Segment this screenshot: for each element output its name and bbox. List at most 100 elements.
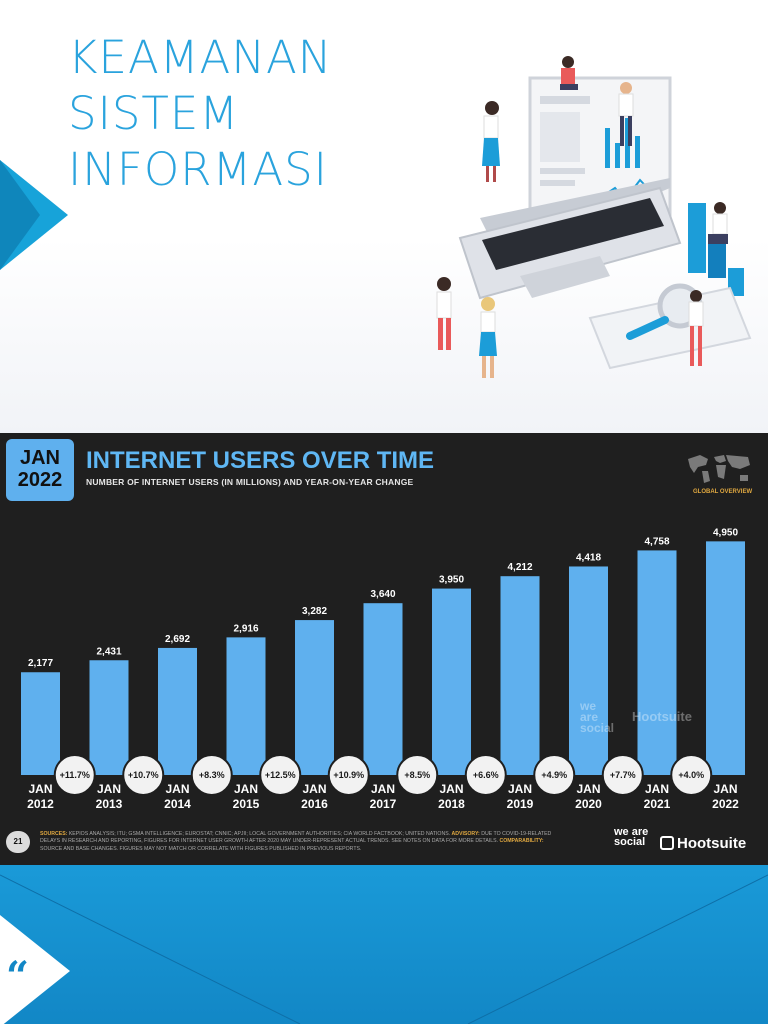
chart-bar bbox=[226, 637, 266, 775]
bar-value-label: 3,950 bbox=[439, 575, 464, 586]
triangle-arrow-shape bbox=[0, 915, 70, 1024]
comparability-text: SOURCE AND BASE CHANGES. FIGURES MAY NOT… bbox=[40, 845, 362, 852]
chart-bar bbox=[637, 550, 677, 775]
bar-value-label: 4,950 bbox=[713, 527, 738, 538]
wearesocial-text: we are social bbox=[614, 826, 649, 848]
chart-bar bbox=[21, 672, 60, 775]
x-tick-label: 2016 bbox=[301, 797, 328, 811]
badge-year: 2022 bbox=[17, 469, 63, 491]
x-tick-label: 2014 bbox=[164, 797, 191, 811]
bar-chart: 2,177JAN20122,431JAN20132,692JAN20142,91… bbox=[21, 527, 745, 811]
yoy-change-bubble bbox=[601, 754, 644, 796]
region-label: GLOBAL OVERVIEW bbox=[693, 489, 753, 495]
person-icon bbox=[618, 82, 634, 146]
chart-bar bbox=[89, 660, 129, 775]
date-badge: JAN 2022 bbox=[6, 439, 74, 501]
x-tick-label: 2013 bbox=[96, 797, 123, 811]
decorative-lines bbox=[0, 874, 768, 1024]
x-tick-label: JAN bbox=[28, 782, 52, 796]
x-tick-label: 2021 bbox=[644, 797, 671, 811]
x-tick-label: 2017 bbox=[370, 797, 397, 811]
comparability-label: COMPARABILITY: bbox=[499, 838, 544, 845]
page-number: 21 bbox=[6, 831, 30, 853]
wearesocial-logo: we are social bbox=[614, 826, 654, 848]
chart-bar bbox=[363, 603, 403, 775]
bar-value-label: 4,758 bbox=[644, 536, 669, 547]
x-tick-label: 2015 bbox=[233, 797, 260, 811]
title-line: SISTEM bbox=[68, 87, 240, 140]
bar-value-label: 2,177 bbox=[28, 658, 53, 669]
title-line: KEAMANAN bbox=[68, 31, 333, 84]
watermark-hootsuite: Hootsuite bbox=[632, 709, 692, 724]
x-tick-label: 2020 bbox=[575, 797, 602, 811]
chart-slide: 2,177 JAN 2012 2,431 JAN 2013 2,692 JAN 2014 2,91… bbox=[0, 433, 768, 865]
x-tick-label: JAN bbox=[371, 782, 395, 796]
world-map-icon bbox=[688, 455, 750, 483]
laptop-people-illustration bbox=[436, 56, 752, 378]
sources-label: SOURCES: bbox=[40, 831, 68, 837]
chart-title: INTERNET USERS OVER TIME bbox=[86, 447, 435, 474]
yoy-change-bubble bbox=[122, 754, 165, 796]
x-tick-label: 2019 bbox=[507, 797, 534, 811]
watermark-social-text: we are social bbox=[580, 699, 615, 735]
x-tick-label: 2012 bbox=[27, 797, 54, 811]
yoy-change-label: +4.9% bbox=[541, 770, 567, 780]
yoy-change-label: +12.5% bbox=[265, 770, 296, 780]
x-tick-label: JAN bbox=[165, 782, 189, 796]
yoy-change-bubble bbox=[259, 754, 302, 796]
owl-icon bbox=[660, 836, 674, 850]
chart-subtitle: NUMBER OF INTERNET USERS (IN MILLIONS) A… bbox=[86, 477, 414, 487]
yoy-change-bubble bbox=[190, 754, 233, 796]
hootsuite-text: Hootsuite bbox=[677, 835, 747, 852]
chart-bar bbox=[158, 647, 197, 775]
chart-bar bbox=[432, 588, 471, 775]
slide-title: KEAMANAN SISTEM INFORMASI bbox=[68, 30, 332, 198]
person-icon bbox=[688, 290, 704, 366]
x-tick-label: JAN bbox=[234, 782, 258, 796]
yoy-change-label: +8.3% bbox=[199, 770, 225, 780]
yoy-change-label: +4.0% bbox=[678, 770, 704, 780]
person-icon bbox=[436, 277, 452, 350]
yoy-change-label: +6.6% bbox=[473, 770, 499, 780]
person-icon bbox=[560, 56, 578, 90]
person-icon bbox=[479, 297, 497, 378]
watermark-wearesocial: we are social bbox=[580, 699, 615, 735]
x-tick-label: 2018 bbox=[438, 797, 465, 811]
chart-bar bbox=[706, 541, 745, 775]
x-tick-label: JAN bbox=[302, 782, 326, 796]
person-icon bbox=[482, 101, 500, 182]
bar-value-label: 2,692 bbox=[165, 634, 190, 645]
badge-month: JAN bbox=[19, 447, 60, 469]
yoy-change-label: +7.7% bbox=[610, 770, 636, 780]
x-tick-label: JAN bbox=[576, 782, 600, 796]
advisory-label: ADVISORY: bbox=[451, 831, 480, 837]
yoy-change-label: +10.7% bbox=[128, 770, 159, 780]
yoy-change-bubble bbox=[670, 754, 713, 796]
quote-mark-icon: “ bbox=[6, 953, 30, 1000]
bar-blocks-icon bbox=[688, 203, 744, 296]
chart-bar bbox=[569, 566, 608, 775]
bar-value-label: 2,431 bbox=[96, 646, 121, 657]
laptop-icon bbox=[458, 76, 682, 300]
chart-bar bbox=[500, 576, 540, 775]
x-tick-label: 2022 bbox=[712, 797, 739, 811]
yoy-change-bubble bbox=[396, 754, 439, 796]
title-line: INFORMASI bbox=[68, 143, 328, 196]
x-tick-label: JAN bbox=[645, 782, 669, 796]
x-tick-label: JAN bbox=[508, 782, 532, 796]
bar-value-label: 3,282 bbox=[302, 606, 327, 617]
yoy-change-bubble bbox=[464, 754, 507, 796]
chart-bar bbox=[295, 620, 334, 775]
sources-note: SOURCES: KEPIOS ANALYSIS; ITU; GSMA INTE… bbox=[40, 831, 565, 853]
bar-value-label: 4,418 bbox=[576, 552, 601, 563]
yoy-change-bubble bbox=[327, 754, 370, 796]
yoy-change-bubble bbox=[53, 754, 96, 796]
yoy-change-label: +10.9% bbox=[333, 770, 364, 780]
magnifier-icon bbox=[588, 283, 752, 370]
chart-footer: 21 SOURCES: KEPIOS ANALYSIS; ITU; GSMA I… bbox=[0, 825, 768, 865]
quote-slide: “ bbox=[0, 865, 768, 1024]
bar-value-label: 4,212 bbox=[507, 562, 532, 573]
bar-value-label: 3,640 bbox=[370, 589, 395, 600]
x-tick-label: JAN bbox=[439, 782, 463, 796]
person-icon bbox=[708, 202, 728, 244]
